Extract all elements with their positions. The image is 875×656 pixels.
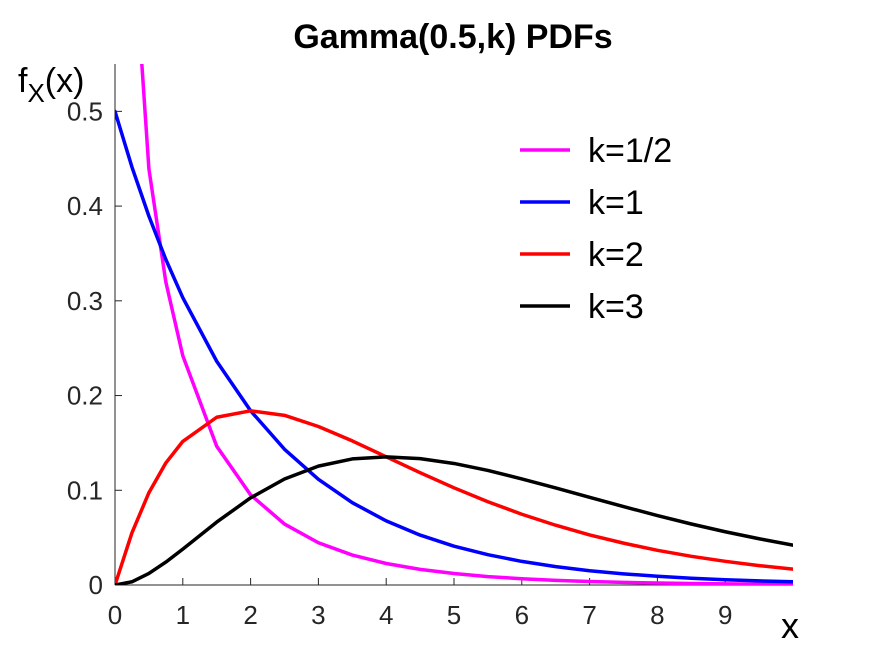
legend: k=1/2 k=1 k=2 k=3: [520, 132, 672, 326]
x-tick-label: 4: [379, 600, 393, 630]
y-axis-label-subscript: X: [27, 78, 44, 108]
x-tick-label: 8: [650, 600, 664, 630]
y-axis-label-suffix: (x): [45, 62, 85, 100]
y-tick-label: 0.5: [67, 96, 103, 126]
y-axis-label-base: f: [18, 62, 28, 100]
y-tick-label: 0.4: [67, 191, 103, 221]
legend-label-3: k=2: [588, 236, 644, 274]
legend-label-2: k=1: [588, 184, 644, 222]
x-tick-label: 1: [176, 600, 190, 630]
y-axis-label: fX(x): [18, 62, 84, 108]
series-line-2: [115, 109, 793, 584]
y-tick-label: 0.2: [67, 381, 103, 411]
y-tick-label: 0.3: [67, 286, 103, 316]
x-tick-label: 6: [515, 600, 529, 630]
x-axis-label: x: [781, 605, 799, 646]
series-line-4: [115, 455, 793, 585]
y-tick-label: 0.1: [67, 475, 103, 505]
legend-label-1: k=1/2: [588, 132, 672, 170]
x-tick-label: 5: [447, 600, 461, 630]
legend-label-4: k=3: [588, 288, 644, 326]
plot-area: 0 1 2 3 4 5 6 7 8 9 0 0.1 0.2 0.3 0.4 0.5: [67, 64, 793, 630]
x-tick-label: 3: [311, 600, 325, 630]
x-tick-label: 2: [243, 600, 257, 630]
chart-title: Gamma(0.5,k) PDFs: [293, 18, 612, 56]
series-line-3: [115, 409, 793, 585]
series-line-1: [140, 64, 793, 585]
y-tick-label: 0: [89, 570, 103, 600]
x-tick-label: 7: [582, 600, 596, 630]
x-tick-label: 9: [718, 600, 732, 630]
x-tick-label: 0: [108, 600, 122, 630]
